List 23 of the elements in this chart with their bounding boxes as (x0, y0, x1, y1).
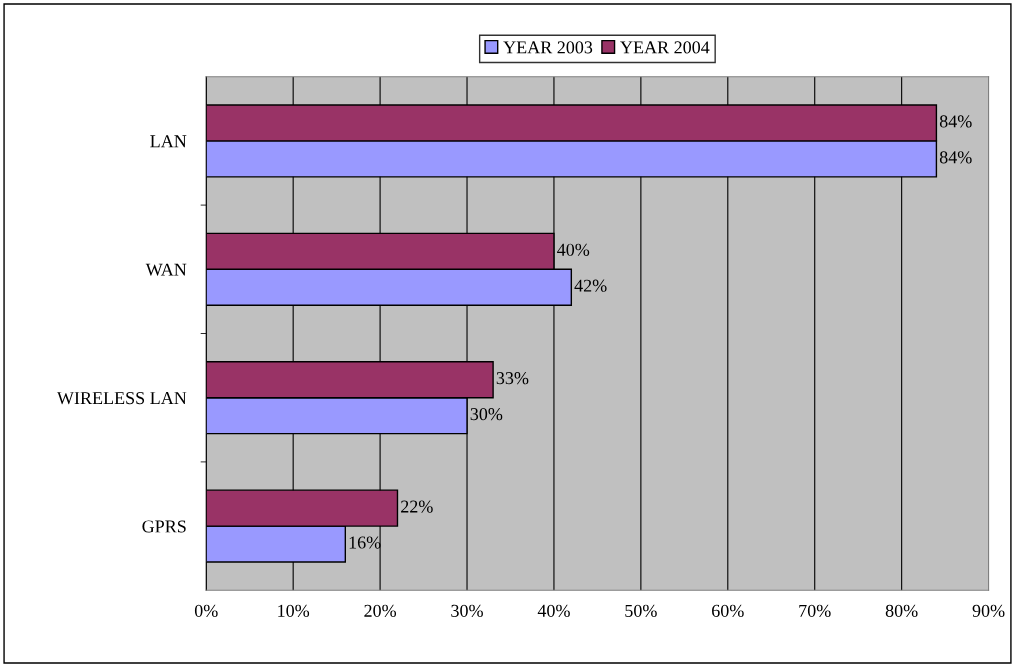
data-label: 22% (401, 500, 433, 513)
data-label: 30% (470, 408, 503, 421)
y-tick-label: LAN (150, 135, 187, 148)
x-tick-label: 30% (451, 604, 483, 617)
x-tick-label: 80% (885, 604, 918, 617)
x-tick-label: 70% (799, 604, 831, 617)
x-tick-label: 90% (972, 604, 1005, 617)
data-label: 84% (939, 151, 972, 164)
y-tick-label: GPRS (142, 520, 186, 533)
x-tick-label: 50% (625, 604, 657, 617)
data-label: 33% (496, 372, 529, 385)
y-tick-label: WAN (145, 263, 187, 276)
legend-label: YEAR 2004 (620, 41, 710, 54)
legend-label: YEAR 2003 (503, 41, 593, 54)
data-label: 84% (939, 115, 972, 128)
x-tick-label: 40% (537, 604, 570, 617)
x-tick-label: 10% (278, 604, 310, 617)
data-label: 42% (574, 279, 607, 292)
x-tick-label: 0% (194, 604, 218, 617)
x-tick-label: 60% (712, 604, 744, 617)
data-label: 40% (557, 243, 590, 256)
x-tick-label: 20% (364, 604, 397, 617)
y-tick-label: WIRELESS LAN (56, 392, 187, 405)
